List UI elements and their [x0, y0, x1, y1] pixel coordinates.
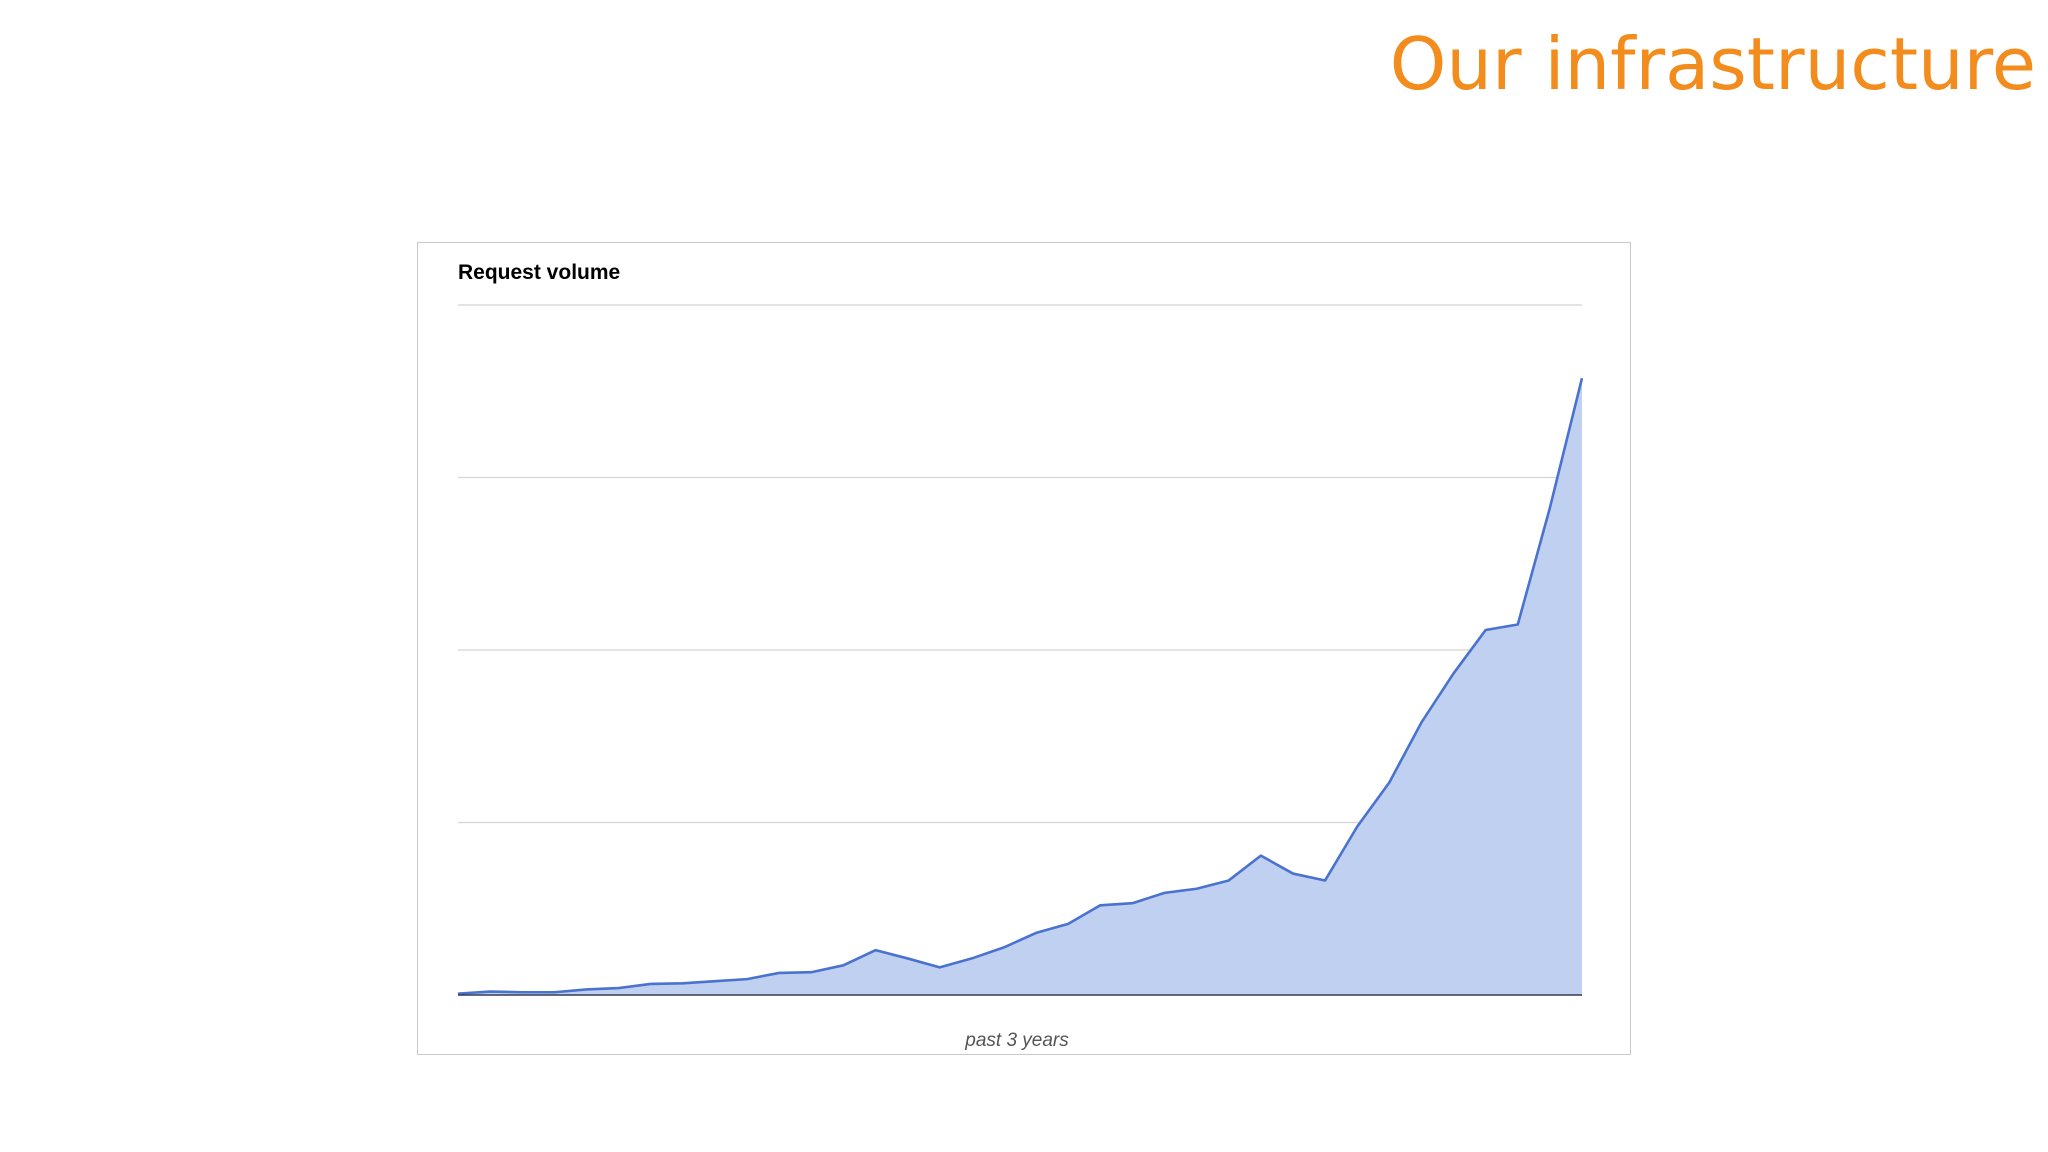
x-axis-label: past 3 years	[965, 1030, 1069, 1051]
x-axis-label-row: past 3 years	[418, 1030, 1630, 1052]
slide-title: Our infrastructure	[1389, 22, 2036, 106]
chart-svg	[457, 304, 1584, 996]
chart-title: Request volume	[458, 261, 621, 284]
area-series	[457, 377, 1584, 995]
chart-container: Request volume past 3 years	[417, 242, 1631, 1055]
series-line	[457, 377, 1584, 995]
area-fill	[458, 378, 1582, 995]
